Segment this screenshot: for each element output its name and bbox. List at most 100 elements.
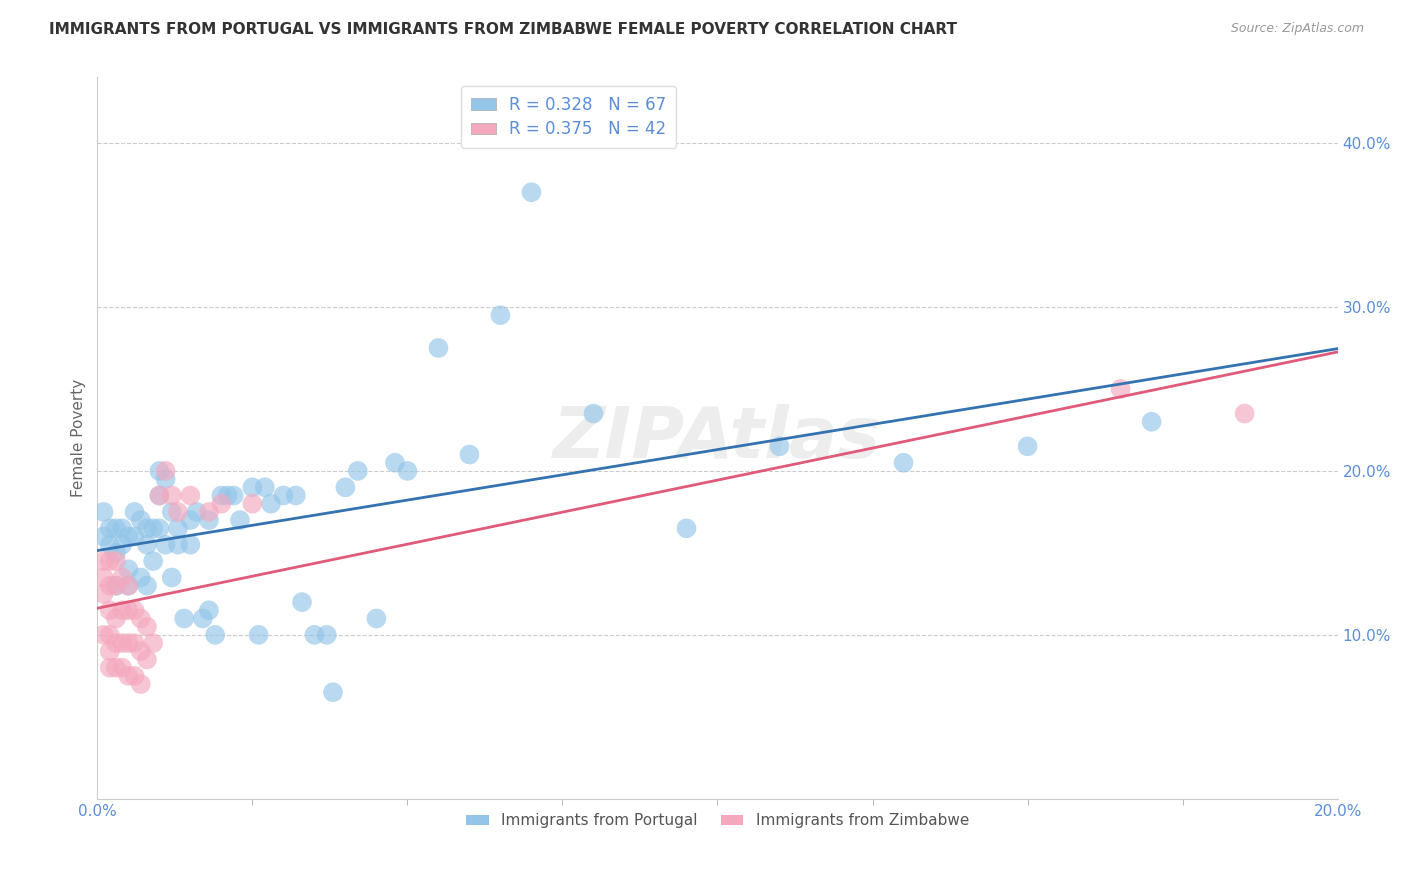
Point <box>155 464 177 478</box>
Point <box>427 341 450 355</box>
Point <box>136 521 159 535</box>
Point <box>124 529 146 543</box>
Point <box>98 579 121 593</box>
Point <box>366 611 388 625</box>
Point <box>117 636 139 650</box>
Point <box>1109 382 1132 396</box>
Point <box>104 636 127 650</box>
Point <box>179 513 201 527</box>
Point <box>136 538 159 552</box>
Point <box>98 644 121 658</box>
Text: ZIPAtlas: ZIPAtlas <box>553 404 882 473</box>
Point <box>93 587 115 601</box>
Point <box>148 489 170 503</box>
Point <box>124 505 146 519</box>
Point <box>315 628 337 642</box>
Point <box>142 521 165 535</box>
Point <box>111 521 134 535</box>
Point <box>198 505 221 519</box>
Point <box>284 489 307 503</box>
Point <box>148 464 170 478</box>
Point <box>104 579 127 593</box>
Point <box>98 538 121 552</box>
Point <box>129 570 152 584</box>
Point <box>893 456 915 470</box>
Point <box>124 669 146 683</box>
Text: IMMIGRANTS FROM PORTUGAL VS IMMIGRANTS FROM ZIMBABWE FEMALE POVERTY CORRELATION : IMMIGRANTS FROM PORTUGAL VS IMMIGRANTS F… <box>49 22 957 37</box>
Point <box>222 489 245 503</box>
Point <box>117 669 139 683</box>
Point <box>768 439 790 453</box>
Point <box>111 661 134 675</box>
Point <box>489 308 512 322</box>
Point <box>167 505 190 519</box>
Point <box>155 538 177 552</box>
Point <box>179 538 201 552</box>
Point <box>242 497 264 511</box>
Point <box>129 644 152 658</box>
Point <box>93 628 115 642</box>
Point <box>160 570 183 584</box>
Point <box>346 464 368 478</box>
Point <box>129 513 152 527</box>
Point <box>582 407 605 421</box>
Point <box>98 603 121 617</box>
Point <box>198 513 221 527</box>
Point <box>520 185 543 199</box>
Point <box>247 628 270 642</box>
Point <box>129 611 152 625</box>
Point <box>93 505 115 519</box>
Point <box>98 628 121 642</box>
Point <box>104 554 127 568</box>
Point <box>198 603 221 617</box>
Y-axis label: Female Poverty: Female Poverty <box>72 379 86 497</box>
Point <box>291 595 314 609</box>
Point <box>209 497 232 511</box>
Point <box>304 628 326 642</box>
Point <box>124 636 146 650</box>
Point <box>155 472 177 486</box>
Point <box>260 497 283 511</box>
Point <box>98 661 121 675</box>
Point <box>335 480 357 494</box>
Point <box>142 554 165 568</box>
Point <box>142 636 165 650</box>
Point <box>167 521 190 535</box>
Point <box>396 464 419 478</box>
Point <box>93 554 115 568</box>
Point <box>98 554 121 568</box>
Point <box>104 611 127 625</box>
Point <box>117 529 139 543</box>
Point <box>104 546 127 560</box>
Point <box>217 489 239 503</box>
Point <box>273 489 295 503</box>
Point <box>148 521 170 535</box>
Point <box>93 570 115 584</box>
Point <box>111 603 134 617</box>
Point <box>129 677 152 691</box>
Point <box>117 579 139 593</box>
Point <box>1140 415 1163 429</box>
Point <box>93 529 115 543</box>
Point <box>209 489 232 503</box>
Text: Source: ZipAtlas.com: Source: ZipAtlas.com <box>1230 22 1364 36</box>
Point <box>111 636 134 650</box>
Point <box>117 562 139 576</box>
Point <box>253 480 276 494</box>
Point <box>104 661 127 675</box>
Point <box>111 538 134 552</box>
Point <box>167 538 190 552</box>
Point <box>104 579 127 593</box>
Point <box>173 611 195 625</box>
Point <box>111 570 134 584</box>
Point <box>242 480 264 494</box>
Point <box>179 489 201 503</box>
Point <box>186 505 208 519</box>
Point <box>1017 439 1039 453</box>
Point <box>124 603 146 617</box>
Point <box>136 652 159 666</box>
Point <box>229 513 252 527</box>
Point <box>148 489 170 503</box>
Point <box>136 620 159 634</box>
Point <box>1233 407 1256 421</box>
